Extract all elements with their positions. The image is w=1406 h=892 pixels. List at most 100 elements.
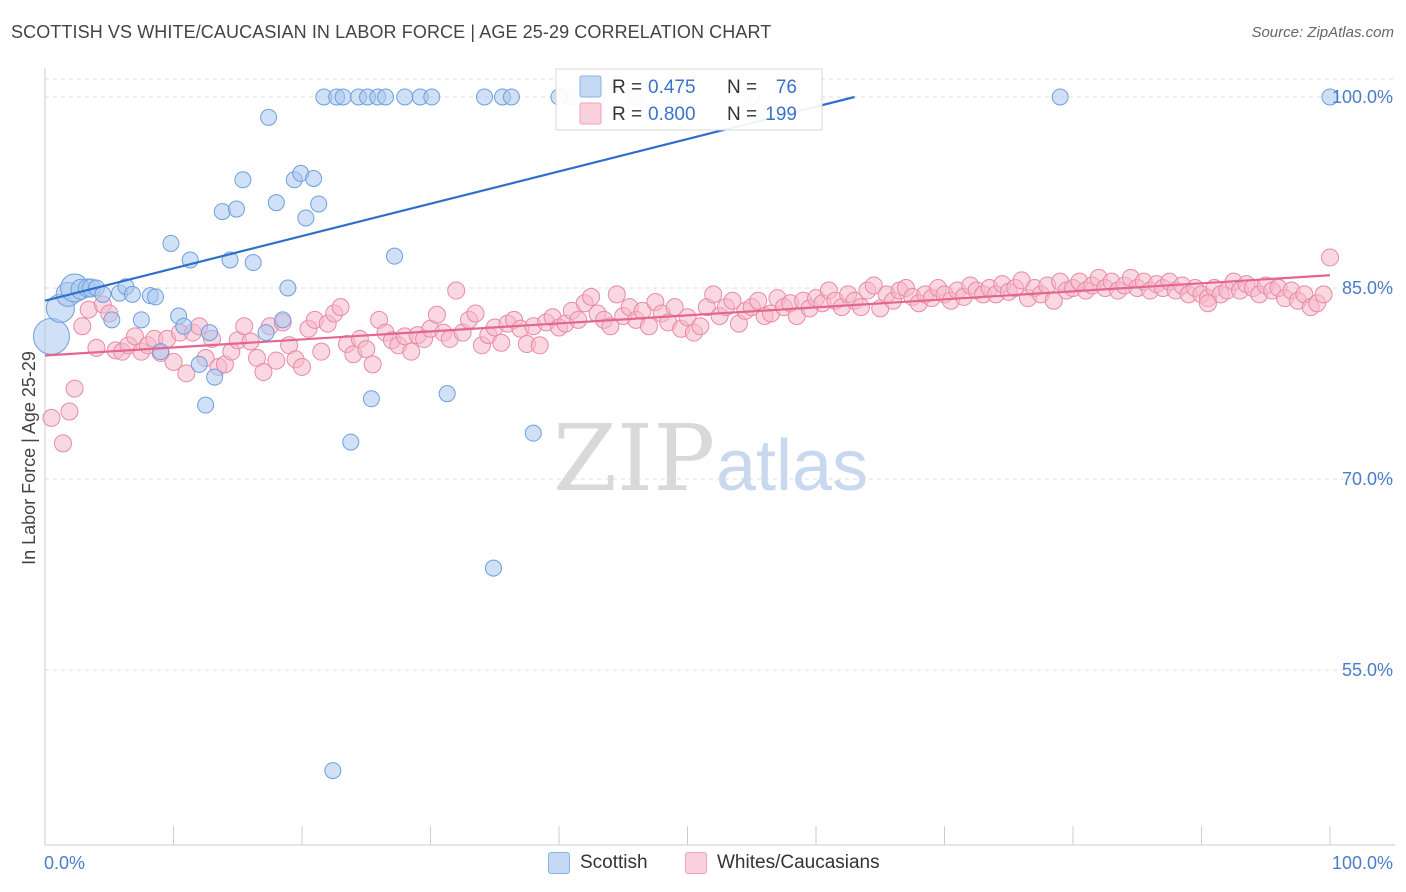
x-tick-label: 0.0% — [44, 853, 85, 873]
white-point — [447, 281, 466, 300]
scottish-point — [438, 385, 456, 403]
white-point — [331, 298, 350, 317]
white-point — [357, 340, 376, 359]
scottish-point — [257, 324, 275, 342]
scottish-point — [94, 285, 112, 303]
white-point — [1314, 285, 1333, 304]
bottom-legend: Scottish Whites/Caucasians — [0, 852, 1406, 878]
legend-swatch-whites — [685, 852, 707, 874]
scottish-point — [274, 311, 292, 329]
white-point — [65, 379, 84, 398]
legend-label-scottish: Scottish — [580, 852, 648, 873]
white-point — [582, 287, 601, 306]
watermark: ZIP atlas — [553, 405, 868, 512]
y-tick-label: 100.0% — [1332, 87, 1393, 107]
white-point — [639, 317, 658, 336]
legend-r-value: 0.800 — [648, 104, 696, 125]
scottish-point — [260, 108, 278, 126]
white-point — [164, 352, 183, 371]
white-point — [427, 305, 446, 324]
scottish-point — [362, 390, 380, 408]
legend-label-whites: Whites/Caucasians — [717, 852, 880, 873]
white-point — [125, 327, 144, 346]
scottish-point — [244, 254, 262, 272]
y-tick-label: 55.0% — [1342, 660, 1393, 680]
white-point — [177, 364, 196, 383]
white-point — [749, 291, 768, 310]
scottish-point — [475, 88, 493, 106]
white-point — [73, 317, 92, 336]
scottish-point — [162, 234, 180, 252]
scottish-point — [197, 396, 215, 414]
legend-item-whites: Whites/Caucasians — [685, 852, 880, 874]
scottish-point — [297, 209, 315, 227]
white-point — [530, 336, 549, 355]
white-point — [293, 357, 311, 376]
scottish-point — [423, 88, 441, 106]
scottish-point — [396, 88, 414, 106]
scottish-point — [123, 285, 141, 303]
white-point — [53, 434, 72, 453]
scottish-point — [377, 88, 395, 106]
white-point — [851, 298, 870, 317]
axes — [44, 68, 1395, 846]
trend-line-whites — [44, 274, 1331, 357]
scottish-point — [484, 559, 502, 577]
scottish-point — [213, 203, 231, 221]
scottish-point — [234, 171, 252, 189]
scottish-point — [279, 279, 297, 297]
watermark-atlas: atlas — [716, 426, 868, 506]
watermark-zip: ZIP — [553, 405, 715, 512]
white-point — [363, 355, 382, 374]
scottish-point — [342, 433, 360, 451]
scottish-point — [267, 194, 285, 212]
legend-item-scottish: Scottish — [548, 852, 648, 874]
white-point — [1321, 248, 1339, 267]
trend-line-scottish — [44, 95, 855, 302]
y-tick-label: 70.0% — [1342, 469, 1393, 489]
scottish-point — [386, 247, 404, 265]
scottish-point — [1051, 88, 1069, 106]
scottish-point — [1321, 88, 1339, 106]
white-point — [569, 310, 588, 329]
legend-n-label: N = — [727, 77, 757, 98]
scottish-point — [324, 762, 342, 780]
white-point — [42, 408, 61, 427]
white-point — [704, 285, 723, 304]
white-point — [678, 308, 697, 327]
white-point — [864, 276, 883, 295]
white-point — [723, 291, 742, 310]
scottish-point — [206, 368, 224, 386]
scottish-point — [524, 424, 542, 442]
source-label: Source: ZipAtlas.com — [1251, 24, 1394, 41]
white-point — [87, 338, 106, 357]
legend-n-value: 76 — [776, 77, 797, 98]
white-point — [492, 333, 511, 352]
legend-n-label: N = — [727, 104, 757, 125]
legend-r-label: R = — [612, 104, 642, 125]
grid-lines — [45, 78, 1395, 671]
legend-swatch — [579, 102, 602, 125]
scottish-point — [132, 311, 150, 329]
white-point — [691, 317, 710, 336]
scottish-point — [502, 88, 520, 106]
white-point — [607, 285, 626, 304]
legend-r-label: R = — [612, 77, 642, 98]
white-point — [60, 402, 79, 421]
white-point — [235, 317, 254, 336]
scottish-point — [32, 317, 70, 355]
trend-lines — [44, 95, 1331, 357]
scottish-point — [310, 195, 328, 213]
scottish-point — [147, 288, 165, 306]
scottish-point — [190, 355, 208, 373]
chart-title: SCOTTISH VS WHITE/CAUCASIAN IN LABOR FOR… — [11, 22, 772, 42]
white-point — [254, 363, 273, 382]
tick-labels: 100.0% 85.0% 70.0% 55.0% 0.0% 100.0% — [44, 87, 1393, 873]
scottish-point — [175, 317, 193, 335]
scottish-point — [200, 324, 218, 342]
white-point — [312, 342, 331, 361]
white-point — [267, 351, 286, 370]
scottish-point — [227, 200, 245, 218]
white-point — [1198, 294, 1217, 313]
